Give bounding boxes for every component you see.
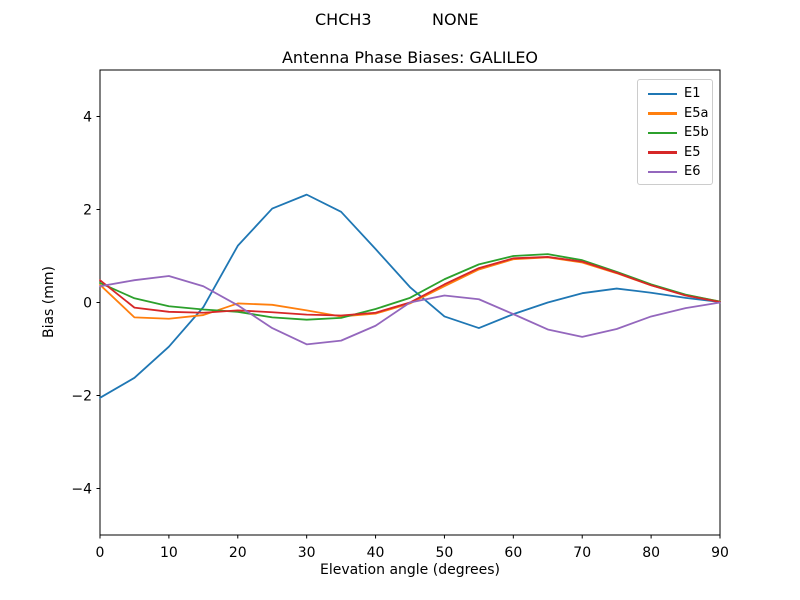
legend-line-E6 [648, 170, 677, 173]
legend-label-E1: E1 [684, 86, 701, 102]
x-tick-label: 40 [367, 545, 385, 561]
x-tick-label: 80 [642, 545, 660, 561]
chart-title: Antenna Phase Biases: GALILEO [281, 48, 539, 67]
x-axis-label: Elevation angle (degrees) [319, 562, 501, 578]
x-tick-label: 70 [573, 545, 591, 561]
legend-label-E5b: E5b [684, 125, 709, 141]
legend-item-E5: E5 [638, 143, 712, 163]
y-tick-label: −2 [71, 389, 92, 405]
legend-line-E5b [648, 131, 677, 134]
x-tick-label: 30 [298, 545, 316, 561]
legend-label-E5a: E5a [684, 105, 709, 121]
y-tick-label: 2 [83, 203, 92, 219]
legend-item-E1: E1 [638, 84, 712, 104]
series-line-E6 [99, 275, 721, 346]
x-tick-label: 0 [96, 545, 105, 561]
legend-line-E5 [648, 151, 677, 154]
y-tick-label: −4 [71, 482, 92, 498]
legend-label-E5: E5 [684, 144, 701, 160]
legend-line-E1 [648, 92, 677, 95]
x-tick-label: 20 [229, 545, 247, 561]
y-tick-label: 4 [83, 110, 92, 126]
suptitle-mode: NONE [432, 10, 479, 29]
legend-line-E5a [648, 112, 677, 115]
legend-label-E6: E6 [684, 164, 701, 180]
x-tick-label: 10 [160, 545, 178, 561]
legend: E1 E5a E5b E5 E6 [637, 79, 713, 185]
legend-item-E5a: E5a [638, 104, 712, 124]
legend-item-E5b: E5b [638, 123, 712, 143]
x-tick-label: 60 [504, 545, 522, 561]
legend-item-E6: E6 [638, 162, 712, 182]
suptitle-station: CHCH3 [315, 10, 372, 29]
y-tick-label: 0 [83, 296, 92, 312]
x-tick-label: 50 [436, 545, 454, 561]
x-tick-label: 90 [711, 545, 729, 561]
series-line-E1 [99, 193, 721, 399]
